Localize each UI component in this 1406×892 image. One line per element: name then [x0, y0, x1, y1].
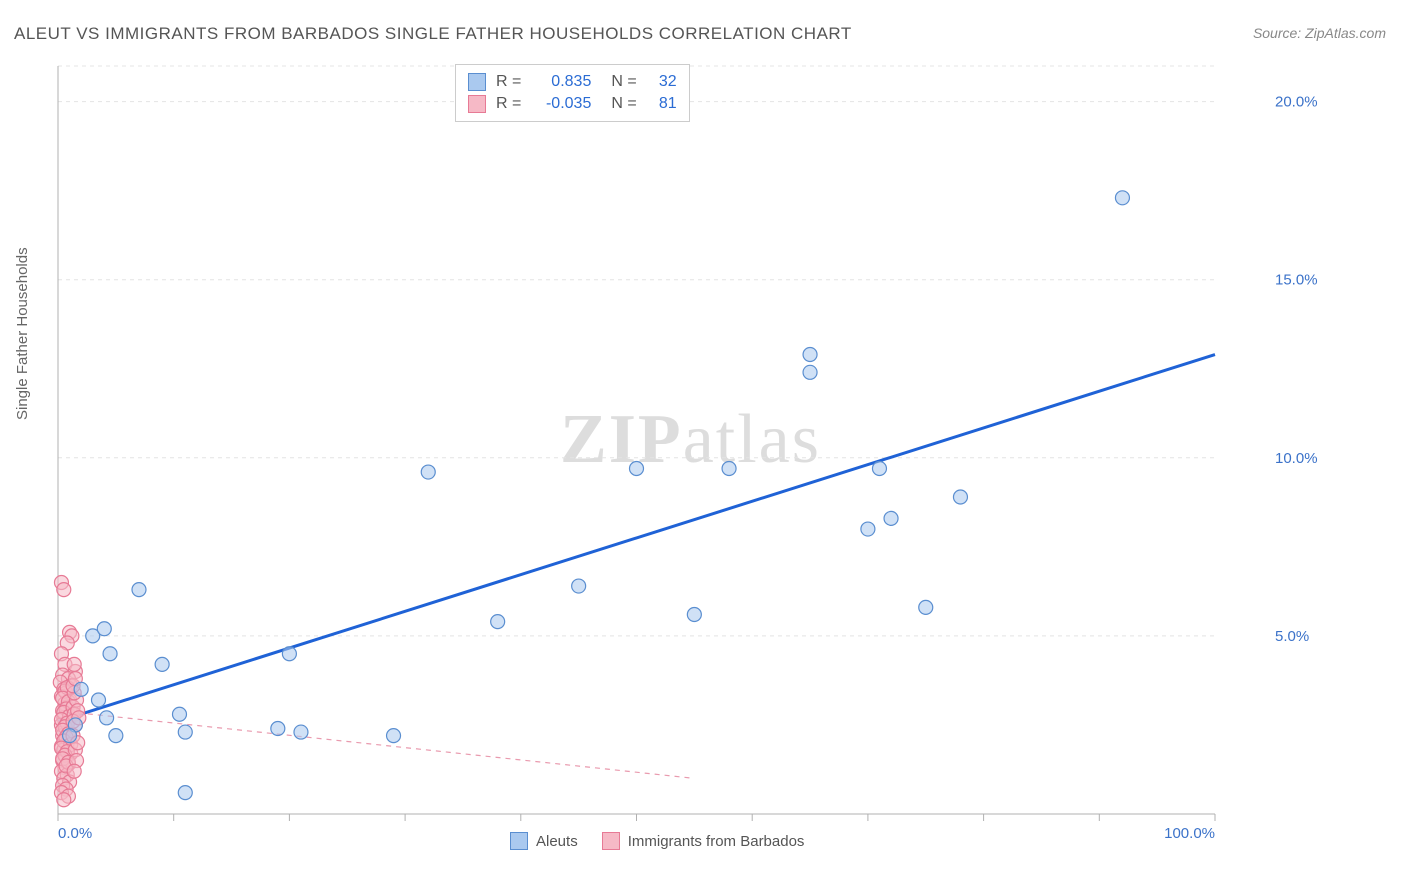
r-value: -0.035 [531, 95, 591, 113]
legend-label: Immigrants from Barbados [628, 833, 805, 850]
legend-label: Aleuts [536, 833, 578, 850]
legend-swatch [468, 95, 486, 113]
correlation-row: R = -0.035 N = 81 [468, 93, 677, 115]
bottom-legend: Aleuts Immigrants from Barbados [510, 832, 804, 850]
legend-swatch [510, 832, 528, 850]
legend-item: Aleuts [510, 832, 578, 850]
svg-text:0.0%: 0.0% [58, 825, 92, 842]
n-label: N = [611, 73, 636, 91]
correlation-box: R = 0.835 N = 32 R = -0.035 N = 81 [455, 64, 690, 122]
n-label: N = [611, 95, 636, 113]
r-label: R = [496, 73, 521, 91]
correlation-row: R = 0.835 N = 32 [468, 71, 677, 93]
svg-text:100.0%: 100.0% [1164, 825, 1215, 842]
svg-text:15.0%: 15.0% [1275, 272, 1318, 289]
chart-title: ALEUT VS IMMIGRANTS FROM BARBADOS SINGLE… [14, 24, 852, 44]
svg-text:20.0%: 20.0% [1275, 94, 1318, 111]
svg-text:5.0%: 5.0% [1275, 628, 1309, 645]
n-value: 32 [647, 73, 677, 91]
y-axis-label: Single Father Households [14, 247, 31, 420]
legend-swatch [602, 832, 620, 850]
source-attribution: Source: ZipAtlas.com [1253, 25, 1386, 41]
r-value: 0.835 [531, 73, 591, 91]
scatter-plot: 0.0% 100.0% 5.0% 10.0% 15.0% 20.0% [50, 60, 1360, 850]
legend-item: Immigrants from Barbados [602, 832, 805, 850]
legend-swatch [468, 73, 486, 91]
chart-area: ZIPatlas 0.0%100.0%5.0%10.0%15.0%20.0% R… [50, 60, 1360, 850]
svg-text:10.0%: 10.0% [1275, 450, 1318, 467]
n-value: 81 [647, 95, 677, 113]
r-label: R = [496, 95, 521, 113]
